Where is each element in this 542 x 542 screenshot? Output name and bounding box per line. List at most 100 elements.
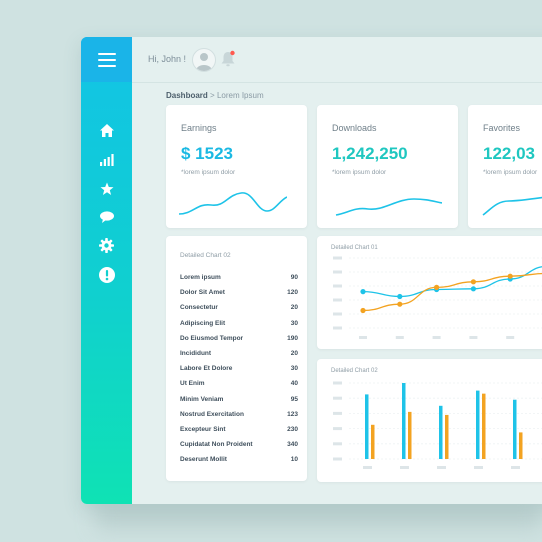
y-tick-label	[333, 326, 342, 330]
top-bar: Hi, John !	[132, 37, 542, 83]
breadcrumb-root[interactable]: Dashboard	[166, 91, 208, 100]
y-tick-label	[333, 411, 342, 415]
x-tick-label	[363, 466, 372, 469]
x-tick-label	[400, 466, 409, 469]
stat-title: Favorites	[483, 123, 521, 133]
earnings-sparkline	[179, 192, 287, 215]
list-item: Lorem ipsum 90	[180, 274, 298, 281]
alert-icon[interactable]	[97, 265, 116, 284]
list-item-label: Deserunt Mollit	[180, 456, 227, 464]
bar	[408, 411, 412, 459]
favorites-sparkline	[482, 196, 542, 216]
list-item: Excepteur Sint 230	[180, 426, 298, 433]
bar-chart-icon[interactable]	[97, 150, 116, 169]
data-point	[360, 289, 366, 295]
list-item-value: 190	[287, 334, 298, 342]
y-tick-label	[333, 442, 342, 446]
bar	[445, 414, 449, 459]
notification-dot	[230, 50, 235, 56]
x-tick-label	[359, 336, 367, 339]
x-tick-label	[511, 466, 520, 469]
x-tick-label	[469, 336, 478, 339]
list-item-label: Consectetur	[180, 304, 218, 312]
series-line	[362, 272, 542, 312]
list-item-value: 123	[287, 410, 298, 418]
list-item-value: 20	[290, 350, 298, 357]
x-tick-label	[437, 466, 446, 469]
chat-icon[interactable]	[97, 207, 116, 226]
list-item: Minim Veniam 95	[180, 396, 298, 403]
data-point	[434, 284, 440, 290]
data-point	[397, 293, 403, 300]
bar-chart-title: Detailed Chart 02	[331, 368, 378, 374]
hamburger-menu-button[interactable]	[81, 37, 132, 82]
list-item: Nostrud Exercitation 123	[180, 411, 298, 418]
line-chart	[333, 256, 542, 339]
list-item: Ut Enim 40	[180, 380, 298, 387]
sidebar	[81, 37, 132, 504]
downloads-sparkline	[335, 198, 442, 216]
x-tick-label	[432, 336, 441, 339]
bar-chart-card: Detailed Chart 02	[317, 359, 542, 482]
avatar[interactable]	[192, 48, 216, 72]
data-point	[397, 301, 403, 307]
stat-value: $ 1523	[181, 144, 233, 163]
data-point	[507, 273, 513, 279]
home-icon[interactable]	[97, 121, 116, 140]
gear-icon[interactable]	[97, 236, 116, 255]
stat-title: Downloads	[332, 123, 377, 133]
stat-subtitle: *lorem ipsum dolor	[483, 169, 538, 176]
list-item-label: Dolor Sit Amet	[180, 289, 225, 297]
favorites-card[interactable]: Favorites 122,03 *lorem ipsum dolor	[468, 105, 542, 228]
downloads-card[interactable]: Downloads 1,242,250 *lorem ipsum dolor	[317, 105, 458, 228]
y-tick-label	[333, 284, 342, 288]
series-line	[362, 266, 542, 298]
list-item-label: Excepteur Sint	[180, 426, 226, 433]
list-item-label: Minim Veniam	[180, 395, 224, 403]
bar	[482, 393, 486, 459]
bar	[371, 424, 375, 459]
earnings-card[interactable]: Earnings $ 1523 *lorem ipsum dolor	[166, 105, 307, 228]
line-chart-title: Detailed Chart 01	[331, 245, 378, 251]
hamburger-line	[97, 52, 116, 55]
list-item: Do Eiusmod Tempor 190	[180, 335, 298, 342]
list-item-value: 120	[287, 289, 298, 297]
y-tick-label	[333, 427, 342, 431]
dashboard-window: Hi, John ! Dashboard > Lorem Ipsum Earni…	[81, 37, 542, 504]
stat-value: 122,03	[483, 144, 535, 163]
bar-chart	[333, 381, 542, 469]
list-item: Consectetur 20	[180, 304, 298, 311]
hamburger-line	[97, 64, 116, 67]
y-tick-label	[333, 457, 342, 461]
y-tick-label	[333, 396, 342, 400]
bar	[519, 432, 523, 459]
list-item: Cupidatat Non Proident 340	[180, 441, 298, 448]
data-point	[360, 307, 366, 314]
list-item-value: 90	[290, 274, 298, 281]
list-item: Incididunt 20	[180, 350, 298, 357]
x-tick-label	[395, 336, 404, 339]
x-tick-label	[474, 466, 483, 469]
y-tick-label	[333, 312, 342, 316]
list-item: Deserunt Mollit 10	[180, 456, 298, 463]
data-point	[470, 286, 476, 292]
list-item-label: Nostrud Exercitation	[180, 410, 244, 418]
star-icon[interactable]	[97, 179, 116, 198]
list-card-title: Detailed Chart 02	[180, 252, 231, 259]
bell-icon[interactable]	[220, 50, 236, 68]
list-item: Labore Et Dolore 30	[180, 365, 298, 372]
list-item-value: 340	[287, 441, 298, 449]
list-item-value: 10	[290, 456, 298, 464]
line-chart-card: Detailed Chart 01	[317, 236, 542, 349]
y-tick-label	[333, 298, 342, 302]
list-item-label: Adipiscing Elit	[180, 319, 226, 327]
list-item-value: 30	[290, 319, 298, 327]
list-item-label: Ut Enim	[180, 380, 205, 388]
stat-subtitle: *lorem ipsum dolor	[332, 169, 387, 176]
bar	[365, 394, 369, 459]
window-shadow	[96, 500, 542, 530]
list-item: Dolor Sit Amet 120	[180, 289, 298, 296]
list-item-value: 40	[290, 380, 298, 388]
y-tick-label	[333, 256, 342, 260]
detailed-list-card: Detailed Chart 02 Lorem ipsum 90 Dolor Sit…	[166, 236, 307, 481]
